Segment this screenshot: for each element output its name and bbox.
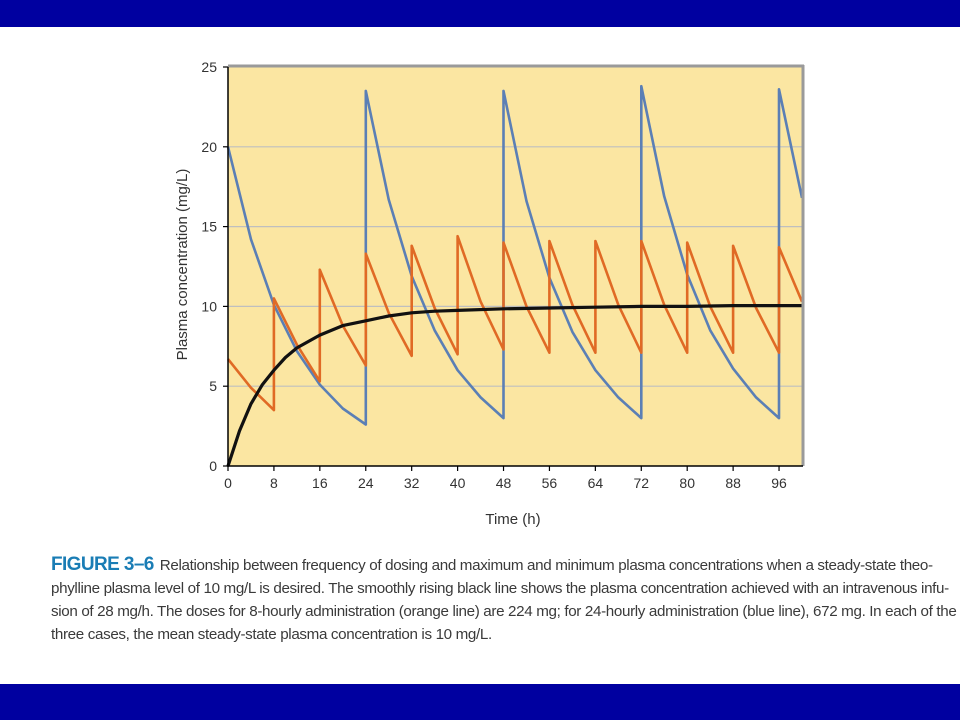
x-tick-label-0: 0 xyxy=(224,475,232,491)
plot-background xyxy=(228,67,802,466)
series-line-2 xyxy=(226,234,804,412)
x-tick-label-32: 32 xyxy=(404,475,420,491)
series-lines xyxy=(226,84,804,467)
x-tick-label-16: 16 xyxy=(312,475,328,491)
y-tick-label-20: 20 xyxy=(201,139,217,155)
figure-label: FIGURE 3–6 xyxy=(51,554,154,575)
y-tick-label-0: 0 xyxy=(209,458,217,474)
x-tick-label-80: 80 xyxy=(679,475,695,491)
top-band xyxy=(0,0,960,27)
y-tick-label-15: 15 xyxy=(201,219,217,235)
x-tick-label-64: 64 xyxy=(588,475,604,491)
y-axis-label: Plasma concentration (mg/L) xyxy=(174,169,191,361)
x-tick-label-88: 88 xyxy=(725,475,741,491)
concentration-chart: 0 8 16 24 32 40 48 56 64 72 80 88 96 0 5 10 15 20 25 Time… xyxy=(174,59,805,528)
x-tick-label-24: 24 xyxy=(358,475,374,491)
caption-line-1: FIGURE 3–6 Relationship between frequency… xyxy=(51,553,933,577)
x-axis-label: Time (h) xyxy=(485,511,540,528)
figure-caption: FIGURE 3–6 Relationship between frequency… xyxy=(51,553,957,646)
x-tick-label-40: 40 xyxy=(450,475,466,491)
caption-line-4: three cases, the mean steady-state plasm… xyxy=(51,626,492,643)
caption-line-3: sion of 28 mg/h. The doses for 8-hourly … xyxy=(51,603,957,620)
x-ticks: 0 8 16 24 32 40 48 56 64 72 80 88 96 xyxy=(224,466,787,491)
series-line-3 xyxy=(226,304,802,467)
x-tick-label-72: 72 xyxy=(633,475,649,491)
x-tick-label-96: 96 xyxy=(771,475,787,491)
caption-text-1: Relationship between frequency of dosing… xyxy=(159,557,933,574)
y-ticks: 0 5 10 15 20 25 xyxy=(201,59,228,474)
caption-line-2: phylline plasma level of 10 mg/L is desi… xyxy=(51,580,949,597)
series-line-1 xyxy=(226,84,804,426)
x-tick-label-56: 56 xyxy=(542,475,558,491)
y-tick-label-10: 10 xyxy=(201,298,217,314)
plot-frame xyxy=(227,64,805,467)
x-tick-label-8: 8 xyxy=(270,475,278,491)
bottom-band xyxy=(0,684,960,720)
y-tick-label-25: 25 xyxy=(201,59,217,75)
x-tick-label-48: 48 xyxy=(496,475,512,491)
y-tick-label-5: 5 xyxy=(209,378,217,394)
